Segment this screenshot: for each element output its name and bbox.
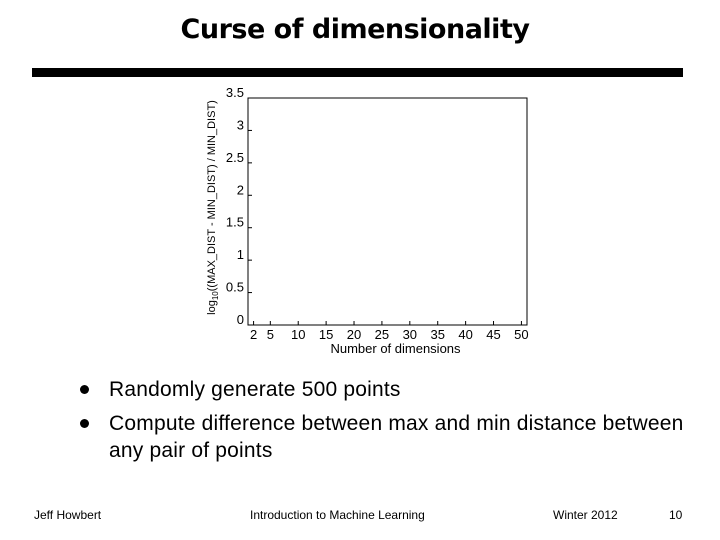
dimensionality-line-chart: 2 5 10 15 20 25 30 35 40 45 5000.511.522.533.5Numb… (206, 85, 529, 356)
bullet-dot-icon (80, 419, 89, 428)
slide-title: Curse of dimensionality (180, 14, 530, 45)
x-tick-label: 30 (403, 327, 417, 342)
footer-author: Jeff Howbert (34, 508, 102, 522)
bullet-text: Randomly generate 500 points (109, 378, 401, 401)
footer-course: Introduction to Machine Learning (250, 508, 425, 522)
footer-term: Winter 2012 (553, 508, 618, 522)
y-tick-label: 3.5 (226, 85, 244, 100)
y-tick-label: 2.5 (226, 150, 244, 165)
footer-page-number: 10 (669, 508, 683, 522)
x-axis-label: Number of dimensions (330, 341, 461, 356)
bullet-list: Randomly generate 500 points Compute dif… (76, 376, 696, 471)
y-tick-label: 0 (237, 312, 244, 327)
y-tick-label: 0.5 (226, 280, 244, 295)
x-tick-label: 20 (347, 327, 361, 342)
x-tick-label: 15 (319, 327, 333, 342)
x-tick-label: 5 (267, 327, 274, 342)
x-tick-label: 10 (291, 327, 305, 342)
title-divider (32, 68, 683, 77)
y-tick-label: 3 (237, 117, 244, 132)
x-tick-label: 35 (430, 327, 444, 342)
y-tick-label: 1 (237, 247, 244, 262)
bullet-item: Compute difference between max and min d… (76, 410, 696, 464)
chart-axes (247, 97, 528, 326)
plot-frame (247, 97, 528, 326)
x-tick-label: 40 (458, 327, 472, 342)
y-tick-label: 1.5 (226, 215, 244, 230)
bullet-dot-icon (80, 385, 89, 394)
chart-labels: 2 5 10 15 20 25 30 35 40 45 5000.511.522.533.5Numb… (206, 85, 529, 356)
x-tick-label: 2 (250, 327, 257, 342)
y-axis-label: log10((MAX_DIST - MIN_DIST) / MIN_DIST) (206, 100, 220, 315)
x-tick-label: 25 (375, 327, 389, 342)
y-tick-label: 2 (237, 182, 244, 197)
bullet-item: Randomly generate 500 points (76, 376, 696, 403)
x-tick-label: 50 (514, 327, 528, 342)
bullet-text: Compute difference between max and min d… (109, 412, 684, 462)
x-tick-label: 45 (486, 327, 500, 342)
